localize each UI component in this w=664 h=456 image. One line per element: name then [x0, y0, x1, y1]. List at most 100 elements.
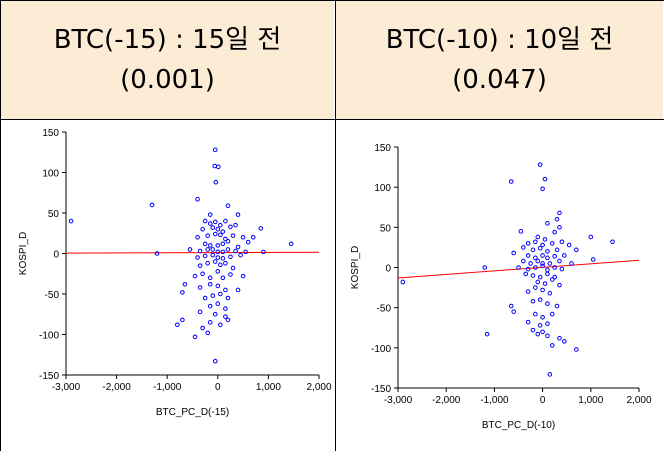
- data-point: [207, 243, 213, 248]
- data-point: [218, 262, 223, 268]
- data-point: [240, 235, 246, 240]
- data-point: [230, 265, 236, 271]
- data-point: [202, 295, 208, 301]
- data-point: [545, 267, 550, 273]
- x-tick-label: -3,000: [384, 395, 413, 406]
- data-point: [205, 330, 210, 336]
- data-point: [521, 258, 526, 264]
- data-point: [240, 273, 246, 279]
- data-point: [218, 232, 223, 238]
- x-tick-label: -3,000: [52, 382, 81, 393]
- data-point: [537, 297, 543, 302]
- data-point: [545, 321, 550, 327]
- data-point: [540, 315, 545, 320]
- data-point: [508, 303, 514, 309]
- data-point: [68, 218, 74, 224]
- scatter-chart-btc-15: 150 100 50 0 -50 -100 -150-3,000 -2,000 -1,000 0 1…: [18, 128, 332, 418]
- data-point: [537, 274, 543, 280]
- scatter-chart-btc-10: 150 100 50 0 -50 -100 -150-3,000 -2,000 -1,000 0 1…: [350, 143, 652, 431]
- x-tick-label: -2,000: [102, 382, 131, 393]
- data-point: [557, 225, 562, 230]
- data-point: [549, 311, 555, 317]
- header-cell-btc-10: BTC(-10) : 10일 전 (0.047): [336, 1, 663, 119]
- data-point: [215, 269, 221, 274]
- data-point: [561, 253, 567, 258]
- data-point: [484, 331, 490, 337]
- scatter-panel-btc-10: 150 100 50 0 -50 -100 -150 -3,000 -2,000 -1,000 0 1…: [336, 120, 663, 451]
- data-point: [547, 372, 553, 377]
- data-point: [533, 239, 538, 245]
- data-point: [552, 265, 557, 270]
- data-point: [533, 311, 538, 317]
- data-point: [540, 261, 545, 266]
- data-point: [207, 221, 213, 226]
- data-point: [223, 236, 228, 242]
- regression-line: [65, 251, 320, 254]
- data-point: [547, 290, 553, 296]
- data-point: [200, 226, 205, 232]
- data-point: [228, 254, 233, 260]
- table-border-left: [0, 0, 1, 451]
- data-point: [210, 252, 216, 258]
- data-point: [200, 271, 205, 277]
- data-point: [530, 247, 536, 253]
- data-point: [225, 295, 231, 301]
- y-tick-label: 0: [385, 264, 391, 275]
- data-point: [228, 224, 233, 230]
- y-tick-label: 50: [380, 223, 392, 234]
- data-point: [212, 231, 218, 237]
- x-axis-label: BTC_PC_D(-10): [482, 420, 555, 431]
- data-point: [195, 235, 200, 240]
- data-point: [566, 242, 572, 248]
- data-point: [545, 255, 550, 261]
- data-point: [215, 283, 221, 289]
- data-point: [207, 303, 213, 309]
- x-tick-label: -2,000: [432, 395, 461, 406]
- data-point: [559, 266, 565, 272]
- x-tick-label: 1,000: [578, 395, 603, 406]
- data-point: [288, 241, 294, 247]
- data-point: [245, 239, 251, 245]
- header-pvalue: (0.047): [452, 65, 547, 95]
- data-point: [574, 347, 579, 352]
- data-point: [542, 176, 548, 182]
- data-point: [540, 287, 545, 293]
- y-tick-label: -100: [39, 331, 59, 342]
- data-point: [243, 249, 248, 255]
- data-point: [223, 314, 228, 319]
- y-tick-label: -150: [39, 371, 59, 382]
- data-point: [540, 263, 545, 269]
- table-border-middle: [335, 0, 336, 451]
- data-point: [207, 281, 213, 287]
- data-point: [540, 242, 545, 248]
- data-point: [525, 319, 531, 325]
- data-point: [521, 245, 526, 250]
- y-tick-label: 50: [48, 209, 60, 220]
- data-point: [590, 257, 596, 262]
- data-point: [508, 179, 514, 184]
- data-point: [233, 222, 238, 228]
- data-point: [535, 279, 541, 285]
- data-point: [554, 217, 560, 222]
- data-point: [202, 218, 208, 224]
- data-point: [210, 225, 216, 230]
- y-tick-label: 100: [42, 169, 59, 180]
- y-axis-label: KOSPI_D: [350, 246, 361, 289]
- x-tick-label: 1,000: [256, 382, 281, 393]
- data-point: [525, 253, 531, 258]
- data-point: [220, 275, 226, 281]
- data-point: [554, 247, 560, 253]
- data-point: [210, 247, 216, 252]
- data-point: [557, 335, 562, 341]
- header-title: BTC(-10) : 10일 전: [385, 25, 614, 55]
- data-point: [552, 274, 557, 280]
- data-point: [215, 255, 221, 260]
- data-point: [197, 248, 203, 254]
- data-point: [554, 303, 560, 309]
- data-point: [549, 277, 555, 282]
- data-point: [545, 301, 550, 306]
- y-tick-label: 0: [53, 250, 59, 261]
- x-tick-label: -1,000: [153, 382, 182, 393]
- data-point: [182, 281, 188, 287]
